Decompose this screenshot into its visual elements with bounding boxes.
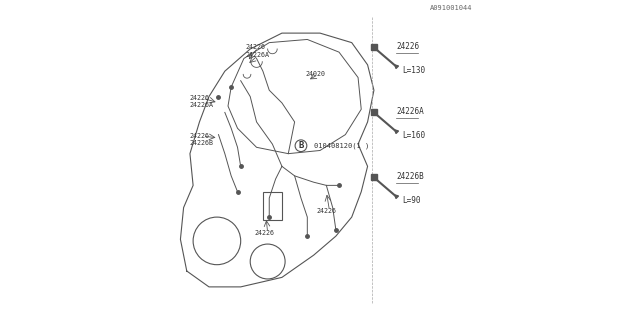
Text: L=160: L=160: [403, 132, 426, 140]
Text: 24226B: 24226B: [396, 172, 424, 180]
Text: 24020: 24020: [306, 71, 326, 77]
Text: A091001044: A091001044: [430, 5, 472, 11]
Text: L=90: L=90: [403, 196, 421, 205]
Text: 24226: 24226: [317, 208, 337, 213]
Text: 24226
24226A: 24226 24226A: [190, 95, 214, 108]
Text: 010408120(1 ): 010408120(1 ): [314, 142, 369, 149]
Text: 24226: 24226: [255, 230, 275, 236]
Text: 24226
24226B: 24226 24226B: [190, 133, 214, 146]
Text: 24226: 24226: [396, 42, 419, 51]
Text: 24226A: 24226A: [246, 52, 269, 58]
Text: L=130: L=130: [403, 67, 426, 76]
Bar: [263, 192, 282, 220]
Text: B: B: [298, 141, 303, 150]
Text: 24226: 24226: [246, 44, 266, 50]
Text: 24226A: 24226A: [396, 107, 424, 116]
